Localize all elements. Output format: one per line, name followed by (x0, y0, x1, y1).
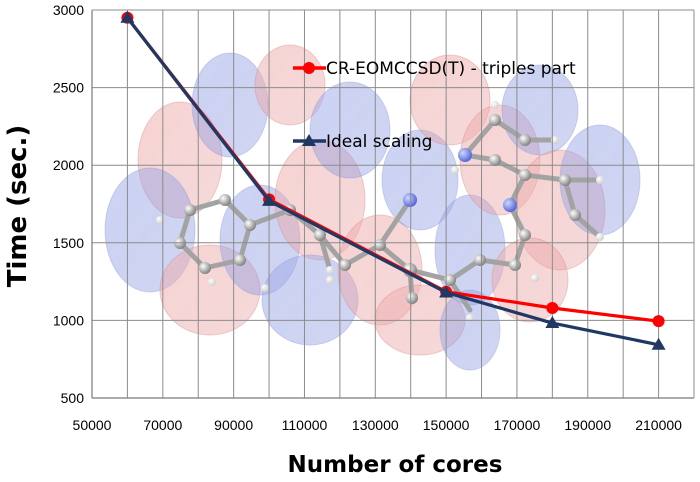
y-tick-label: 1500 (53, 235, 84, 251)
series-2-point (545, 316, 560, 329)
y-tick-label: 1000 (53, 312, 84, 328)
axes: 500 1000 1500 2000 2500 3000 50000 70000 90000 11… (53, 2, 694, 433)
legend-marker-1 (303, 62, 315, 74)
series-2-point (120, 10, 135, 23)
x-tick-label: 90000 (214, 417, 253, 433)
series-1-point (546, 301, 559, 314)
series-2-point (651, 337, 666, 350)
legend-label-1: CR-EOMCCSD(T) - triples part (326, 59, 576, 79)
x-tick-label: 70000 (143, 417, 182, 433)
series-2-point (439, 285, 454, 298)
series-layer (120, 10, 666, 350)
y-axis-title: Time (sec.) (3, 125, 33, 288)
y-tick-label: 500 (61, 390, 85, 406)
y-tick-label: 2500 (53, 80, 84, 96)
x-tick-label: 190000 (564, 417, 611, 433)
y-tick-label: 2000 (53, 157, 84, 173)
y-tick-label: 3000 (53, 2, 84, 18)
x-tick-label: 130000 (352, 417, 399, 433)
series-2-point (262, 193, 277, 206)
x-tick-label: 150000 (423, 417, 470, 433)
x-tick-label: 110000 (282, 417, 328, 433)
x-tick-label: 50000 (73, 417, 112, 433)
x-tick-label: 210000 (635, 417, 682, 433)
x-axis-title: Number of cores (288, 452, 503, 478)
legend: CR-EOMCCSD(T) - triples part Ideal scalin… (293, 59, 576, 152)
x-tick-label: 170000 (494, 417, 541, 433)
series-1-point (652, 315, 665, 328)
legend-marker-2 (302, 134, 316, 146)
legend-label-2: Ideal scaling (326, 132, 432, 152)
